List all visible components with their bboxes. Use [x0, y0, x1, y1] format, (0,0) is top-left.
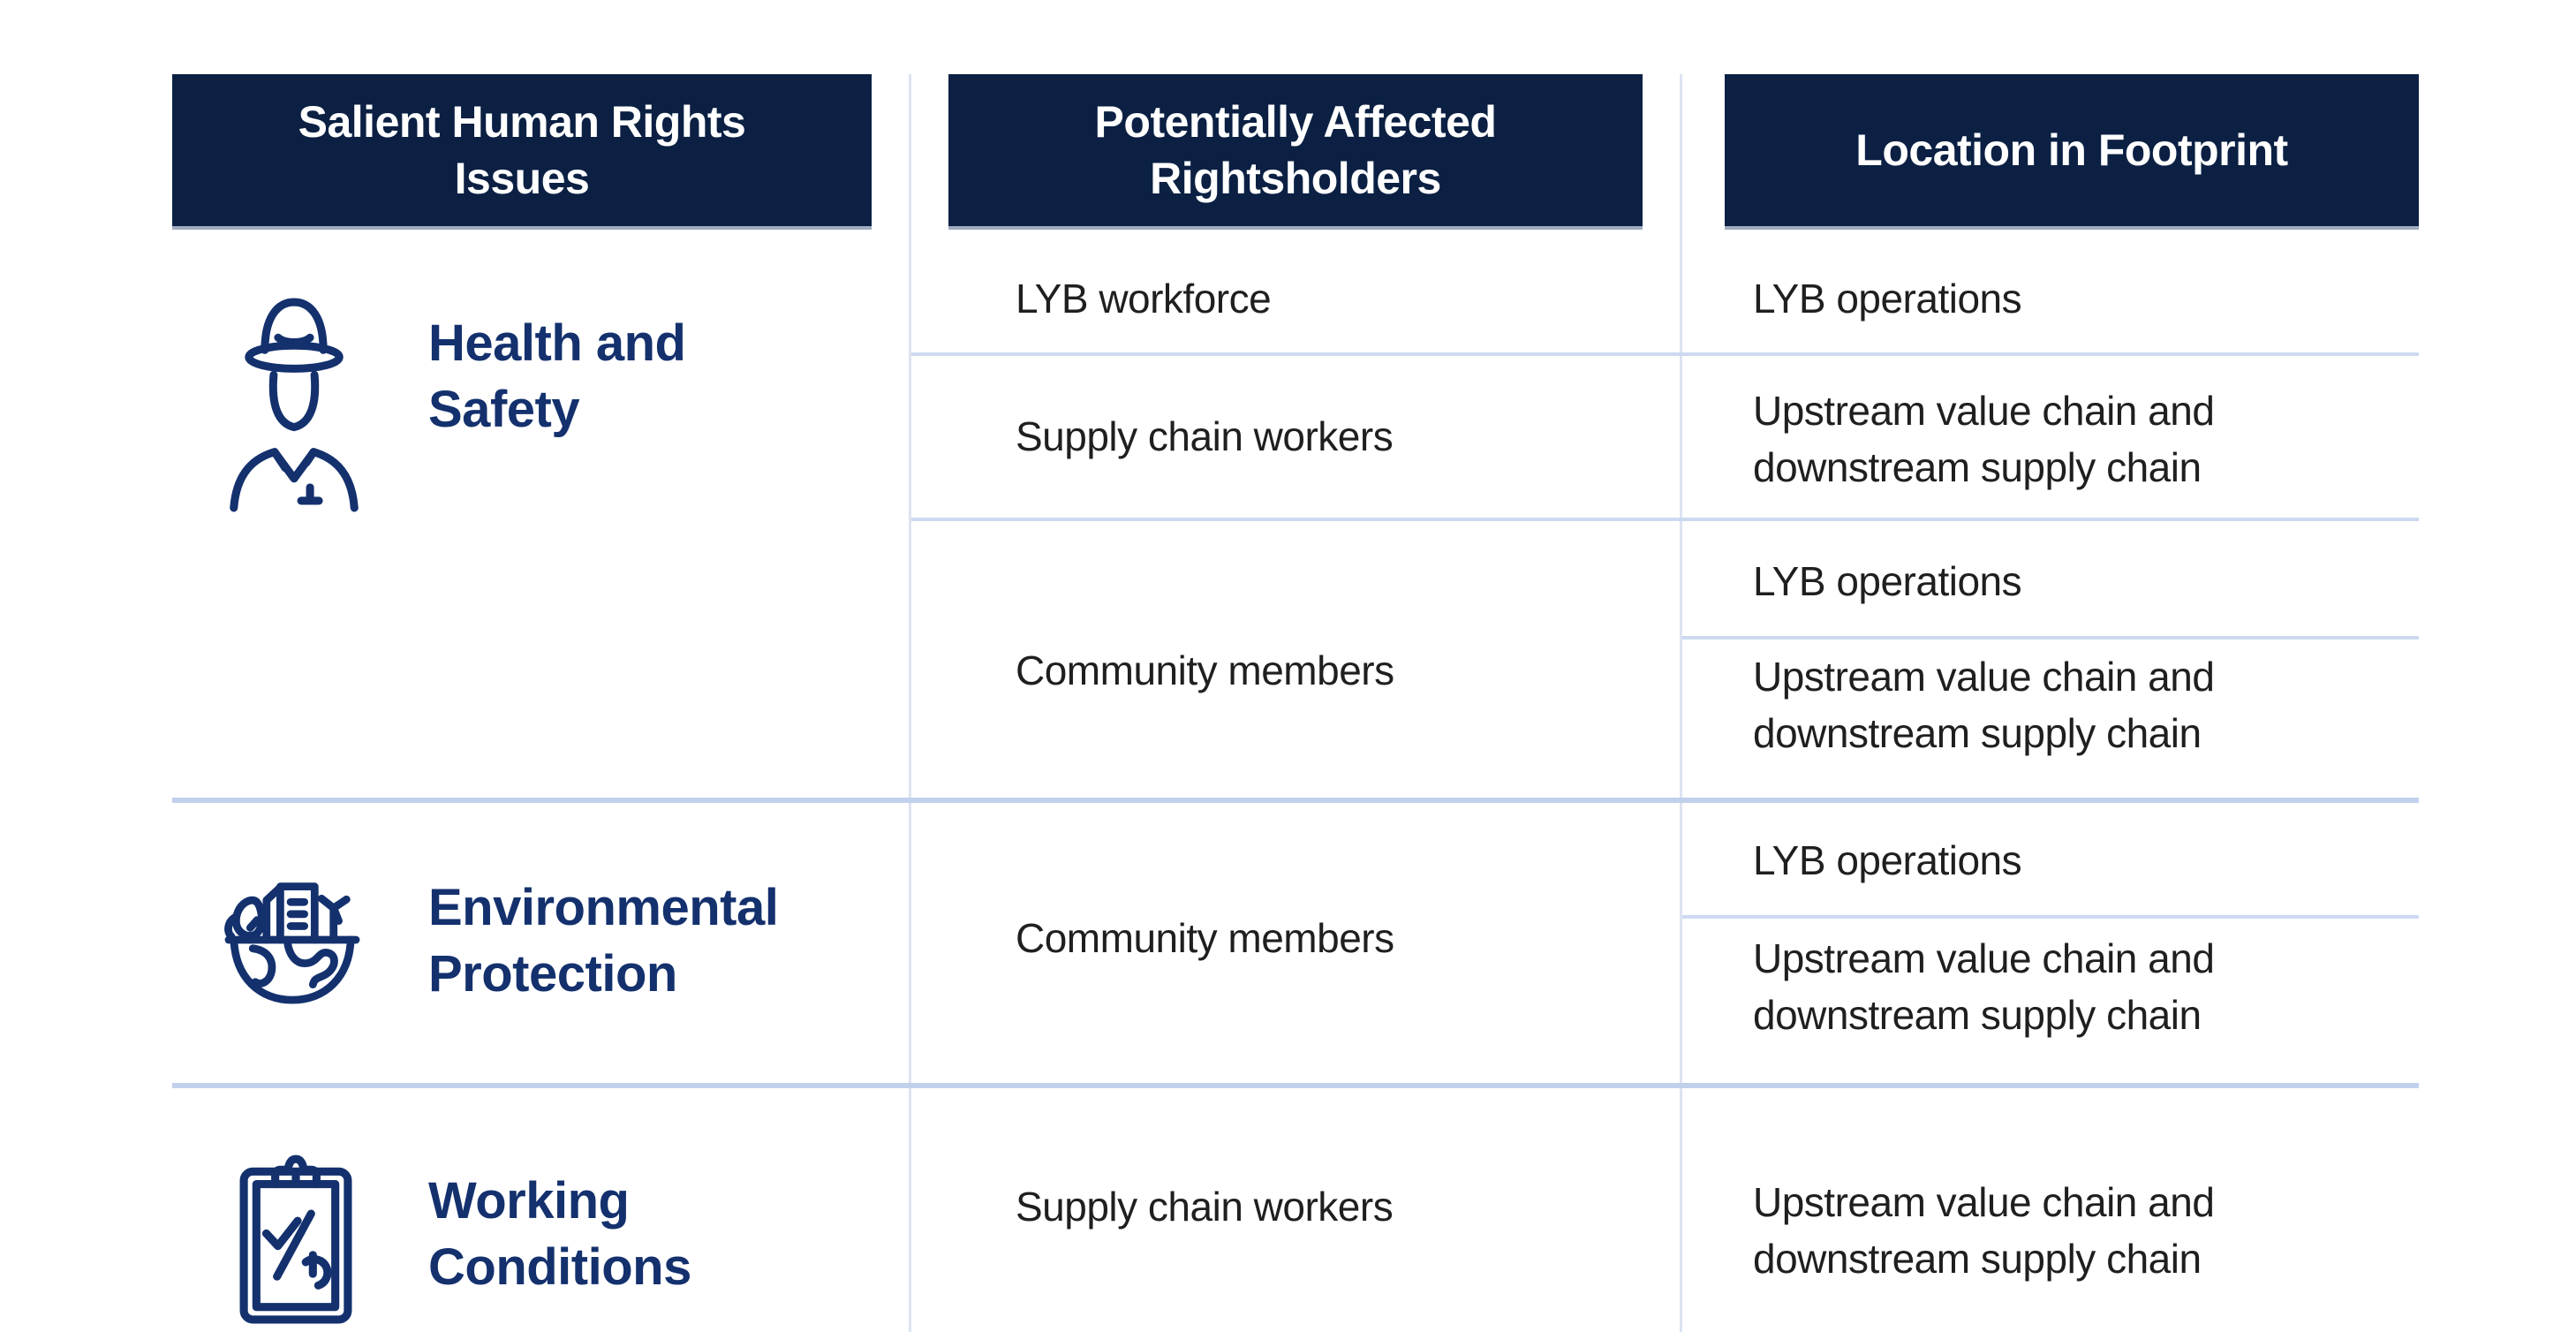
cell-location: LYB operations — [1753, 837, 2022, 883]
cell-rightsholders: Community members — [1016, 647, 1394, 693]
row-divider — [911, 352, 2419, 356]
sub-row-divider — [1682, 636, 2419, 640]
globe-city-icon — [223, 876, 361, 1005]
column-header-label: Location in Footprint — [1855, 125, 2288, 175]
section-divider — [172, 798, 2419, 803]
column-divider-2 — [1680, 74, 1682, 1332]
column-header-salient-issues: Salient Human Rights Issues — [172, 74, 872, 230]
column-header-label: Salient Human Rights Issues — [298, 97, 746, 203]
cell-location: Upstream value chain and downstream supp… — [1753, 935, 2215, 1038]
cell-rightsholders: LYB workforce — [1016, 276, 1272, 322]
cell-rightsholders: Supply chain workers — [1016, 413, 1394, 459]
column-header-rightsholders: Potentially Affected Rightsholders — [948, 74, 1643, 230]
cell-location: Upstream value chain and downstream supp… — [1753, 1179, 2215, 1282]
clipboard-checklist-icon — [237, 1151, 355, 1326]
row-divider — [911, 518, 2419, 521]
issue-label-health-and-safety: Health and Safety — [428, 314, 686, 438]
issue-label-environmental-protection: Environmental Protection — [428, 879, 779, 1003]
cell-location: Upstream value chain and downstream supp… — [1753, 388, 2215, 490]
section-divider — [172, 1083, 2419, 1088]
cell-location: LYB operations — [1753, 558, 2022, 604]
cell-rightsholders: Community members — [1016, 915, 1394, 961]
construction-worker-icon — [221, 284, 367, 519]
sub-row-divider — [1682, 915, 2419, 919]
cell-location: LYB operations — [1753, 276, 2022, 322]
column-header-label: Potentially Affected Rightsholders — [1094, 97, 1497, 203]
cell-location: Upstream value chain and downstream supp… — [1753, 654, 2215, 756]
column-header-location: Location in Footprint — [1725, 74, 2419, 230]
cell-rightsholders: Supply chain workers — [1016, 1184, 1394, 1230]
issue-label-working-conditions: Working Conditions — [428, 1172, 691, 1296]
column-divider-1 — [909, 74, 911, 1332]
